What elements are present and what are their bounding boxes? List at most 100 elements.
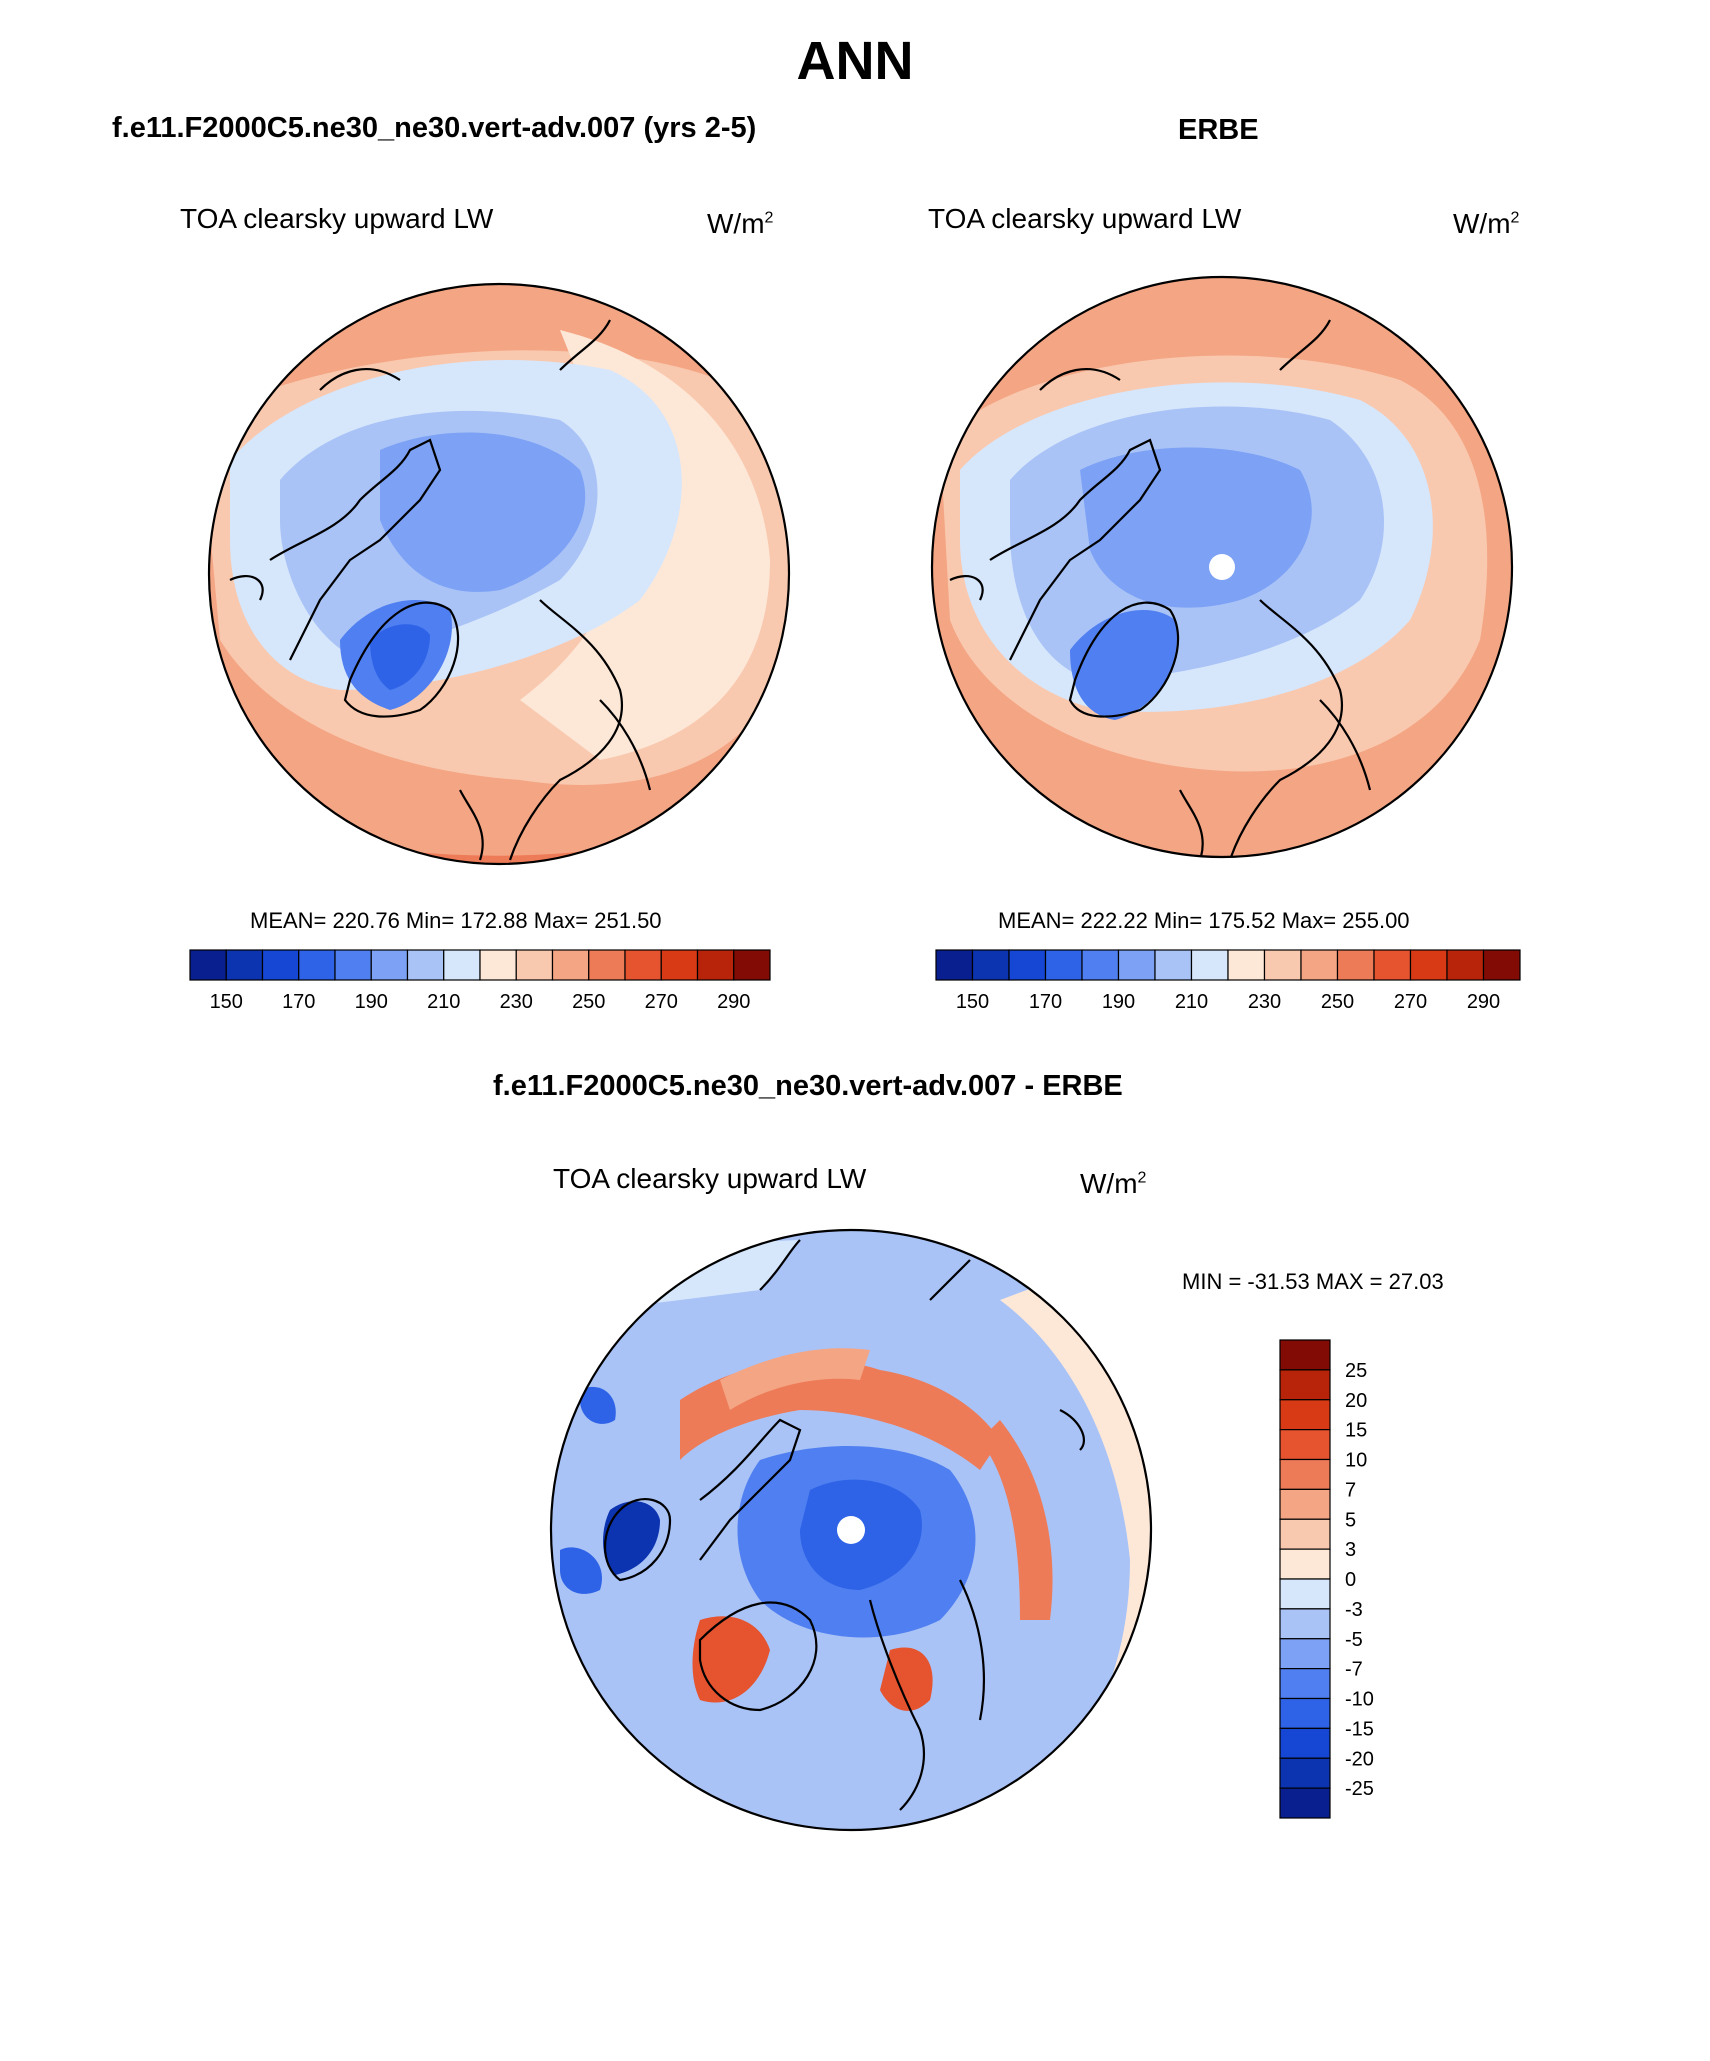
- colorbar-swatch: [443, 949, 481, 981]
- colorbar-tick-label: 270: [645, 991, 678, 1013]
- colorbar-swatch: [406, 949, 445, 981]
- colorbar-swatch: [189, 949, 227, 981]
- colorbar-tick-label: -15: [1345, 1718, 1374, 1740]
- colorbar-swatch: [1446, 949, 1485, 981]
- colorbar-tick-label: 150: [210, 991, 243, 1013]
- colorbar-swatch: [1279, 1488, 1331, 1520]
- units-label-model: W/m2: [707, 208, 774, 239]
- colorbar-tick-label: 270: [1394, 991, 1427, 1013]
- colorbar-swatch: [1279, 1369, 1331, 1401]
- colorbar-diff: 25 20 15 10 7 5 3 0 -3 -5 -7 -10 -15 -20 -25: [1279, 1339, 1374, 1819]
- colorbar-swatch: [1081, 949, 1120, 981]
- colorbar-tick-label: -3: [1345, 1599, 1363, 1621]
- colorbar-swatch: [1279, 1668, 1331, 1700]
- colorbar-tick-label: 230: [1248, 991, 1281, 1013]
- colorbar-swatch: [334, 949, 372, 981]
- colorbar-swatch: [1279, 1727, 1331, 1759]
- colorbar-tick-label: 20: [1345, 1390, 1367, 1412]
- colorbar-swatch: [1336, 949, 1375, 981]
- colorbar-tick-label: -5: [1345, 1629, 1363, 1651]
- colorbar-tick-label: 0: [1345, 1569, 1356, 1591]
- colorbar-swatch: [1279, 1429, 1331, 1461]
- colorbar-swatch: [660, 949, 699, 981]
- colorbar-swatch: [515, 949, 554, 981]
- colorbar-swatch: [1409, 949, 1448, 981]
- polar-map-diff: [549, 1228, 1153, 1832]
- colorbar-tick-label: -10: [1345, 1689, 1374, 1711]
- colorbar-swatch: [1117, 949, 1156, 981]
- colorbar-swatch: [1279, 1787, 1331, 1819]
- stats-model: MEAN= 220.76 Min= 172.88 Max= 251.50: [250, 908, 662, 933]
- colorbar-tick-label: 3: [1345, 1539, 1356, 1561]
- colorbar-tick-label: 170: [282, 991, 315, 1013]
- variable-label-model: TOA clearsky upward LW: [180, 203, 494, 234]
- colorbar-model: 150 170 190 210 230 250 270 290: [189, 949, 771, 1013]
- colorbar-swatch: [1279, 1458, 1331, 1490]
- colorbar-tick-label: 10: [1345, 1450, 1367, 1472]
- colorbar-swatch: [1263, 949, 1302, 981]
- colorbar-tick-label: 25: [1345, 1360, 1367, 1382]
- colorbar-tick-label: 250: [572, 991, 605, 1013]
- colorbar-tick-label: 210: [1175, 991, 1208, 1013]
- units-label-diff: W/m2: [1080, 1168, 1147, 1199]
- colorbar-tick-label: 7: [1345, 1479, 1356, 1501]
- colorbar-tick-label: 150: [956, 991, 989, 1013]
- colorbar-swatch: [1154, 949, 1193, 981]
- units-label-obs: W/m2: [1453, 208, 1520, 239]
- colorbar-swatch: [1300, 949, 1339, 981]
- figure-title: ANN: [796, 31, 914, 91]
- colorbar-swatch: [733, 949, 771, 981]
- colorbar-tick-label: -20: [1345, 1748, 1374, 1770]
- colorbar-swatch: [1008, 949, 1047, 981]
- colorbar-swatch: [1279, 1608, 1331, 1640]
- colorbar-swatch: [1279, 1578, 1331, 1610]
- colorbar-swatch: [588, 949, 626, 981]
- colorbar-swatch: [1482, 949, 1521, 981]
- variable-label-obs: TOA clearsky upward LW: [928, 203, 1242, 234]
- colorbar-tick-label: 170: [1029, 991, 1062, 1013]
- polar-map-obs: [930, 275, 1514, 859]
- variable-label-diff: TOA clearsky upward LW: [553, 1163, 867, 1194]
- panel-title-diff: f.e11.F2000C5.ne30_ne30.vert-adv.007 - E…: [493, 1070, 1123, 1102]
- colorbar-swatch: [696, 949, 735, 981]
- colorbar-swatch: [1279, 1518, 1331, 1550]
- colorbar-swatch: [1373, 949, 1412, 981]
- colorbar-tick-label: -25: [1345, 1778, 1374, 1800]
- colorbar-swatch: [225, 949, 264, 981]
- colorbar-tick-label: 190: [355, 991, 388, 1013]
- colorbar-swatch: [1279, 1399, 1331, 1431]
- colorbar-tick-label: 230: [500, 991, 533, 1013]
- colorbar-tick-label: 15: [1345, 1420, 1367, 1442]
- colorbar-tick-label: -7: [1345, 1659, 1363, 1681]
- colorbar-tick-label: 5: [1345, 1509, 1356, 1531]
- colorbar-tick-label: 290: [717, 991, 750, 1013]
- colorbar-swatch: [624, 949, 662, 981]
- colorbar-tick-label: 190: [1102, 991, 1135, 1013]
- colorbar-swatch: [971, 949, 1010, 981]
- colorbar-obs: 150 170 190 210 230 250 270 290: [935, 949, 1521, 1013]
- colorbar-tick-label: 250: [1321, 991, 1354, 1013]
- colorbar-tick-label: 210: [427, 991, 460, 1013]
- colorbar-swatch: [298, 949, 336, 981]
- panel-title-model: f.e11.F2000C5.ne30_ne30.vert-adv.007 (yr…: [112, 112, 757, 144]
- colorbar-swatch: [1227, 949, 1266, 981]
- stats-obs: MEAN= 222.22 Min= 175.52 Max= 255.00: [998, 908, 1410, 933]
- colorbar-swatch: [1279, 1339, 1331, 1371]
- colorbar-swatch: [261, 949, 300, 981]
- colorbar-swatch: [1279, 1757, 1331, 1789]
- colorbar-swatch: [551, 949, 590, 981]
- panel-title-obs: ERBE: [1178, 114, 1259, 146]
- colorbar-swatch: [1190, 949, 1229, 981]
- colorbar-swatch: [1279, 1697, 1331, 1729]
- colorbar-swatch: [370, 949, 409, 981]
- polar-map-model: [207, 282, 791, 866]
- colorbar-tick-label: 290: [1467, 991, 1500, 1013]
- colorbar-swatch: [1044, 949, 1083, 981]
- colorbar-swatch: [1279, 1638, 1331, 1670]
- colorbar-swatch: [479, 949, 517, 981]
- stats-diff: MIN = -31.53 MAX = 27.03: [1182, 1269, 1444, 1294]
- colorbar-swatch: [1279, 1548, 1331, 1580]
- colorbar-swatch: [935, 949, 974, 981]
